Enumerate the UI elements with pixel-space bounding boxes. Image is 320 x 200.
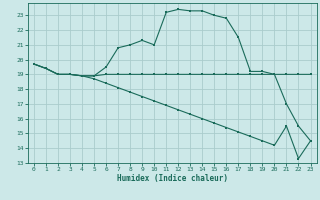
X-axis label: Humidex (Indice chaleur): Humidex (Indice chaleur) [117,174,228,183]
